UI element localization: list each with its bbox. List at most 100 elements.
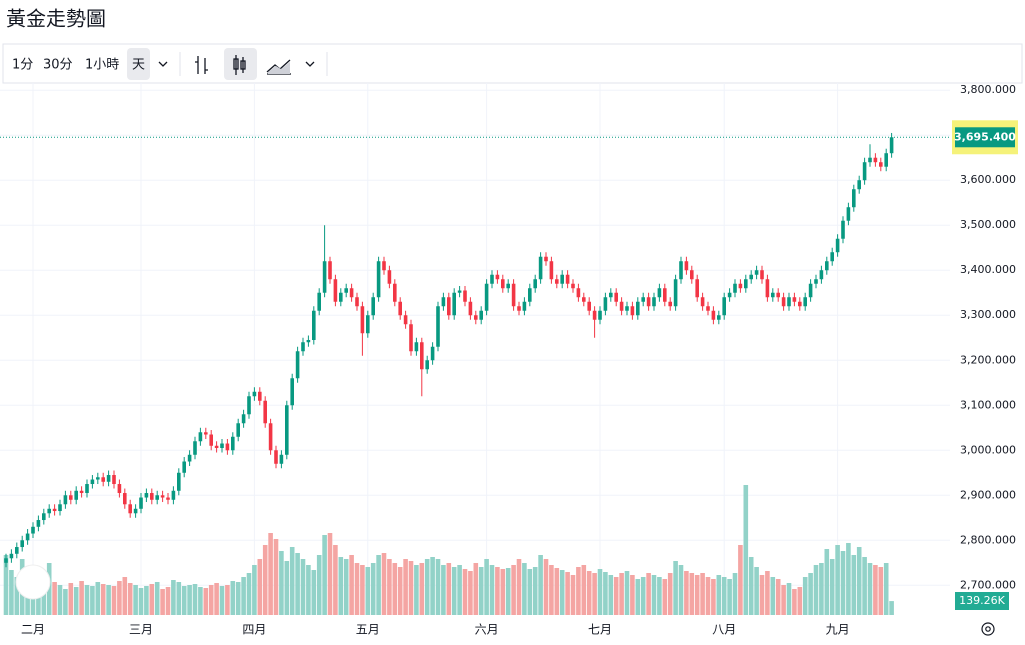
interval-button[interactable]: 30分 [43, 58, 73, 73]
volume-bar [576, 567, 581, 615]
y-tick-label: 2,900.000 [960, 488, 1016, 501]
volume-bar [176, 582, 182, 615]
chevron[interactable] [158, 61, 168, 67]
volume-bar [90, 586, 95, 615]
volume-bar [133, 585, 138, 615]
volume-bar [630, 575, 635, 615]
last-volume-label: 139.26K [959, 594, 1005, 607]
volume-bar [273, 539, 279, 615]
volume-bar [127, 583, 133, 615]
last-price-label: 3,695.400 [954, 130, 1016, 143]
y-tick-label: 3,800.000 [960, 83, 1016, 96]
candle-body [90, 479, 95, 485]
volume-bar [495, 567, 500, 615]
volume-bar [333, 545, 338, 615]
candle-body [63, 495, 68, 505]
price-badge [955, 127, 1015, 148]
candle-body [695, 279, 699, 298]
candle-body [722, 297, 726, 316]
candle-body [749, 274, 753, 280]
interval-button[interactable]: 1小時 [85, 58, 119, 73]
candle-body [457, 290, 462, 293]
volume-bar [570, 575, 576, 615]
volume-bar [667, 573, 673, 615]
volume-bar [25, 585, 30, 615]
candle-body [636, 301, 640, 316]
volume-bar [829, 559, 835, 615]
volume-bar [435, 559, 441, 615]
volume-bar [478, 567, 484, 615]
candle-body [879, 162, 883, 167]
candle-body [819, 270, 824, 280]
candle-body [69, 495, 73, 500]
volume-bar [446, 563, 452, 615]
candle-body [754, 270, 759, 275]
toolbar [2, 43, 1023, 84]
candle-body [252, 391, 257, 397]
candle-body [155, 495, 159, 500]
chevron[interactable] [305, 61, 315, 67]
candle-body [117, 484, 122, 494]
volume-bar [608, 575, 614, 615]
volume-bar [500, 569, 506, 615]
logo [15, 564, 51, 600]
candle-body [414, 342, 419, 352]
volume-bar [46, 563, 52, 615]
volume-bar [759, 575, 765, 615]
candle-body [727, 292, 732, 298]
candle-body [285, 405, 289, 455]
candle-body [452, 292, 456, 316]
volume-bar [775, 579, 781, 615]
y-tick-label: 3,600.000 [960, 173, 1016, 186]
candle-body [571, 283, 575, 289]
candle-body [166, 497, 170, 500]
volume-bar [57, 585, 63, 615]
settings-icon[interactable] [981, 622, 995, 636]
bar-icon[interactable] [195, 56, 208, 74]
volume-bar [835, 545, 840, 615]
x-tick-label: 五月 [356, 623, 380, 637]
candle-body [306, 339, 311, 343]
candle-body [733, 283, 737, 293]
candle-body [85, 484, 89, 494]
candle-body [479, 310, 483, 320]
interval-button[interactable]: 1分 [12, 58, 33, 73]
candle-body [409, 324, 413, 352]
x-tick-label: 九月 [826, 623, 850, 637]
volume-bar [824, 549, 830, 615]
volume-bar [338, 557, 344, 615]
candle-body [393, 283, 397, 302]
y-tick-label: 2,800.000 [960, 533, 1016, 546]
candle-body [177, 472, 181, 491]
interval-button[interactable]: 天 [132, 58, 145, 73]
volume-bar [565, 572, 570, 615]
volume-bar [640, 577, 646, 615]
volume-bar [252, 565, 257, 615]
volume-bar [181, 586, 187, 615]
candle-body [781, 297, 786, 307]
candle-body [657, 288, 662, 298]
volume-bar [765, 571, 770, 615]
volume-bar [754, 567, 759, 615]
volume-bar [505, 568, 511, 615]
volume-bar [586, 571, 592, 615]
area-icon[interactable] [266, 59, 291, 75]
candle-icon [233, 55, 246, 75]
candle-body [58, 504, 62, 512]
volume-bar [808, 573, 813, 615]
candle-body [42, 513, 46, 521]
volume-bar [300, 559, 306, 615]
volume-bar [705, 577, 711, 615]
interval-selected [127, 48, 150, 80]
chart-title: 黃金走勢圖 [6, 7, 106, 31]
candle-body [441, 297, 446, 307]
volume-bar [370, 563, 376, 615]
volume-bar [165, 587, 171, 615]
volume-bar [68, 583, 74, 615]
volume-bar [160, 589, 165, 615]
volume-bar [657, 577, 662, 615]
volume-bar [489, 565, 495, 615]
volume-bar [592, 573, 597, 615]
volume-bar [100, 584, 106, 615]
